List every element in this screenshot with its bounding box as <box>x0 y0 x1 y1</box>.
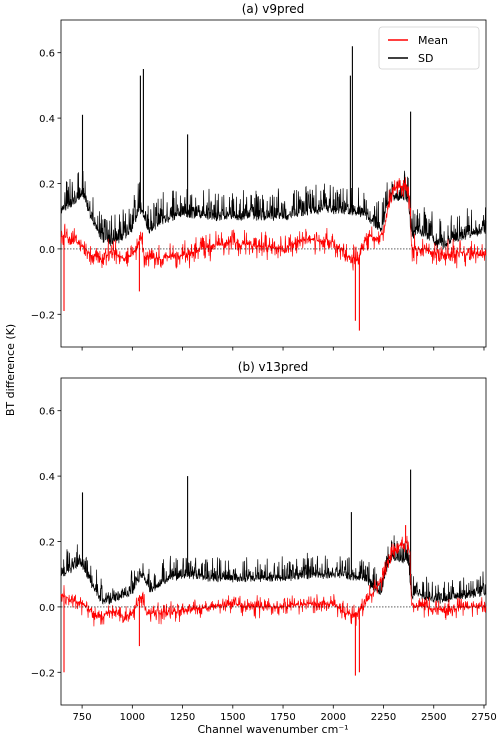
x-tick-label: 750 <box>73 712 92 723</box>
panel-b-title: (b) v13pred <box>238 360 308 374</box>
y-tick-label: 0.0 <box>39 603 55 614</box>
panel-a: (a) v9pred −0.2 0.0 0.2 0.4 0.6 Mean SD <box>31 2 487 351</box>
y-tick-label: 0.4 <box>39 472 55 483</box>
y-tick-label: 0.2 <box>39 180 55 191</box>
series-mean-line <box>60 535 487 627</box>
panel-b-plot-area <box>60 469 487 676</box>
series-sd-line <box>60 535 487 605</box>
x-axis-label: Channel wavenumber cm⁻¹ <box>197 723 348 736</box>
legend-sd-label: SD <box>418 52 433 65</box>
x-tick-label: 2250 <box>371 712 396 723</box>
x-tick-label: 1500 <box>220 712 245 723</box>
y-tick-label: 0.0 <box>39 245 55 256</box>
panel-a-title: (a) v9pred <box>242 2 305 16</box>
x-tick-label: 1000 <box>120 712 145 723</box>
x-tick-label: 2750 <box>471 712 496 723</box>
y-tick-label: 0.6 <box>39 407 55 418</box>
panel-a-plot-area <box>60 46 487 331</box>
panel-b-y-ticks: −0.2 0.0 0.2 0.4 0.6 <box>31 407 61 679</box>
x-tick-label: 2500 <box>421 712 446 723</box>
x-tick-label: 1250 <box>170 712 195 723</box>
x-tick-label: 1750 <box>270 712 295 723</box>
y-tick-label: −0.2 <box>31 310 55 321</box>
panel-b: (b) v13pred −0.2 0.0 0.2 0.4 0.6 750 1000 1250… <box>31 360 497 723</box>
y-axis-label: BT difference (K) <box>4 324 17 416</box>
x-tick-label: 2000 <box>321 712 346 723</box>
series-mean-line <box>60 177 487 271</box>
y-tick-label: 0.2 <box>39 538 55 549</box>
legend-mean-label: Mean <box>418 34 448 47</box>
panel-a-y-ticks: −0.2 0.0 0.2 0.4 0.6 <box>31 49 61 321</box>
legend: Mean SD <box>378 26 480 70</box>
y-tick-label: −0.2 <box>31 668 55 679</box>
y-tick-label: 0.6 <box>39 49 55 60</box>
y-tick-label: 0.4 <box>39 114 55 125</box>
panel-b-x-ticks: 750 1000 1250 1500 1750 2000 2250 2500 2750 <box>73 705 497 723</box>
panel-a-x-ticks <box>81 347 485 351</box>
series-sd-line <box>60 168 487 250</box>
